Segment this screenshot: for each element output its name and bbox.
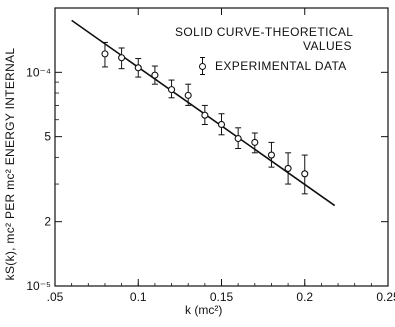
legend-experimental-label: EXPERIMENTAL DATA: [215, 59, 347, 73]
data-point: [284, 164, 292, 172]
legend-marker-cap-bottom: [200, 74, 205, 75]
legend: SOLID CURVE-THEORETICAL VALUES EXPERIMEN…: [175, 25, 353, 75]
data-point: [234, 134, 242, 143]
data-point: [301, 170, 309, 178]
y-tick-label: 10⁻⁵: [26, 279, 51, 293]
legend-theory-line2: VALUES: [303, 39, 352, 53]
data-point: [201, 111, 209, 119]
y-axis-title-text: kS(k), mc² PER mc² ENERGY INTERNAL: [3, 47, 17, 281]
data-point: [168, 86, 176, 94]
data-point: [101, 50, 109, 58]
data-point: [184, 91, 192, 99]
data-point: [134, 64, 142, 72]
x-tick-label: 0.2: [296, 290, 313, 304]
x-tick-label: .05: [47, 290, 64, 304]
legend-theory-line1: SOLID CURVE-THEORETICAL: [175, 25, 354, 39]
y-tick-label: 5: [44, 130, 51, 144]
legend-experimental-marker: [199, 57, 206, 75]
x-tick-label: 0.25: [376, 290, 395, 304]
y-axis-title: kS(k), mc² PER mc² ENERGY INTERNAL: [2, 14, 18, 314]
data-point: [118, 54, 126, 62]
y-tick-label: 2: [44, 215, 51, 229]
data-point: [251, 138, 259, 146]
y-tick-label: 10⁻⁴: [26, 65, 51, 79]
x-axis-title: k (mc²): [185, 303, 223, 317]
data-point: [151, 71, 159, 79]
legend-marker-cap-top: [200, 57, 205, 58]
x-tick-label: 0.15: [210, 290, 234, 304]
x-tick-label: 0.1: [130, 290, 147, 304]
data-point: [267, 151, 276, 159]
legend-experimental: EXPERIMENTAL DATA: [175, 57, 353, 75]
data-point: [217, 120, 226, 129]
